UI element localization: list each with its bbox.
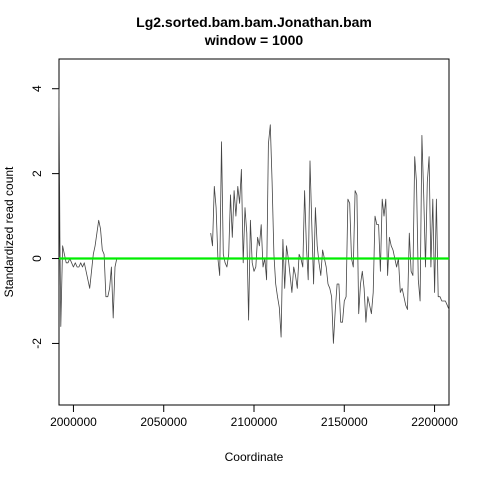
y-tick-label: 0 <box>30 255 44 262</box>
series-layer <box>58 88 450 344</box>
x-axis-label: Coordinate <box>225 450 284 464</box>
x-tick-label: 2050000 <box>140 415 187 429</box>
y-tick-label: 2 <box>30 170 44 177</box>
plot-frame <box>58 58 450 406</box>
read-count-line <box>58 88 123 327</box>
x-tick-label: 2200000 <box>411 415 458 429</box>
x-tick-label: 2000000 <box>50 415 97 429</box>
x-axis: 2000000 2050000 2100000 2150000 2200000 <box>50 404 458 429</box>
chart-title: Lg2.sorted.bam.bam.Jonathan.bam <box>136 14 372 30</box>
x-tick-label: 2100000 <box>231 415 278 429</box>
read-count-line <box>210 124 450 344</box>
y-tick-label: 4 <box>30 85 44 92</box>
y-axis-label: Standardized read count <box>2 166 16 297</box>
y-axis: -2 0 2 4 <box>30 85 60 349</box>
y-tick-label: -2 <box>30 338 44 349</box>
chart-subtitle: window = 1000 <box>204 32 304 48</box>
x-tick-label: 2150000 <box>321 415 368 429</box>
